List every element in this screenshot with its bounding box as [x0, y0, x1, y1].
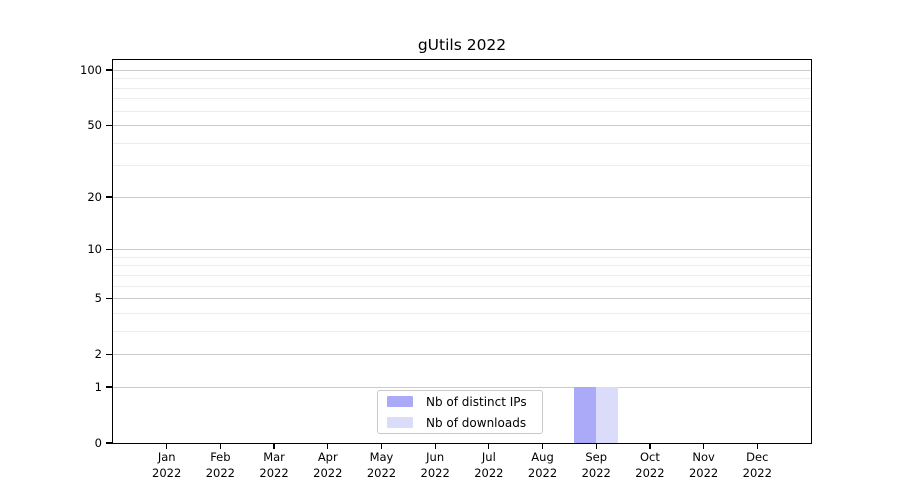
x-tick-label-month: Feb	[210, 450, 231, 464]
x-tick-label-month: Mar	[263, 450, 285, 464]
legend-label: Nb of distinct IPs	[426, 394, 527, 409]
y-gridline-minor	[113, 330, 811, 332]
x-tick-label-month: Dec	[746, 450, 769, 464]
legend-item-downloads: Nb of downloads	[378, 413, 542, 432]
y-gridline-minor	[113, 110, 811, 112]
x-tick-label: Dec 2022	[727, 450, 787, 481]
x-tick	[541, 443, 544, 449]
y-gridline-minor	[113, 78, 811, 80]
y-gridline-major	[113, 125, 811, 127]
x-tick-label-year: 2022	[259, 465, 289, 480]
y-tick	[106, 386, 113, 388]
x-tick	[595, 443, 597, 449]
x-tick	[756, 443, 758, 449]
x-tick-label: Mar 2022	[244, 450, 304, 481]
x-tick-label-month: May	[369, 450, 394, 464]
bar-downloads	[596, 386, 619, 443]
y-gridline-minor	[113, 256, 811, 258]
x-tick-label-month: Jul	[481, 450, 496, 464]
y-tick-label: 10	[87, 242, 102, 257]
x-tick	[166, 443, 168, 449]
legend-swatch-downloads	[387, 417, 413, 428]
y-gridline-minor	[113, 285, 811, 287]
x-tick	[488, 443, 490, 449]
y-gridline-major	[113, 196, 811, 198]
y-tick	[106, 69, 113, 71]
x-tick-label: May 2022	[351, 450, 411, 481]
x-tick-label-year: 2022	[581, 465, 611, 480]
legend-label: Nb of downloads	[426, 415, 527, 430]
plot-area: Nb of distinct IPs Nb of downloads	[112, 59, 812, 444]
x-tick	[434, 443, 436, 449]
y-tick-label: 1	[94, 379, 102, 394]
x-tick-label-month: Oct	[639, 450, 660, 464]
y-tick	[106, 124, 113, 126]
y-gridline-major	[113, 386, 811, 388]
gridlines-layer	[113, 60, 811, 443]
y-tick	[106, 353, 113, 355]
x-tick-label-year: 2022	[742, 465, 772, 480]
x-tick-label-month: Aug	[531, 450, 554, 464]
bars-layer	[113, 60, 811, 443]
x-tick-label: Jun 2022	[405, 450, 465, 481]
y-tick	[106, 248, 113, 250]
x-tick-label-month: Sep	[585, 450, 608, 464]
y-gridline-major	[113, 354, 811, 356]
x-tick-label-year: 2022	[527, 465, 558, 480]
y-tick	[106, 297, 113, 299]
y-tick-label: 2	[94, 347, 102, 362]
x-tick-label: Apr 2022	[298, 450, 358, 481]
y-gridline-minor	[113, 98, 811, 100]
x-tick-label: Jul 2022	[459, 450, 519, 481]
x-tick	[219, 443, 221, 449]
x-tick	[327, 443, 329, 449]
y-tick-label: 50	[87, 118, 102, 133]
y-tick-label: 0	[94, 436, 102, 450]
x-tick-label-month: Jun	[426, 450, 445, 464]
legend-swatch-distinct-ips	[387, 396, 413, 407]
x-tick	[649, 443, 651, 449]
x-tick-label-year: 2022	[420, 465, 450, 480]
x-tick-label-month: Apr	[317, 450, 338, 464]
y-gridline-minor	[113, 165, 811, 167]
x-tick-label-year: 2022	[635, 465, 665, 480]
x-tick	[703, 443, 705, 449]
y-gridline-minor	[113, 142, 811, 144]
x-tick-label-year: 2022	[152, 465, 182, 480]
y-tick	[106, 196, 113, 198]
x-tick-label: Nov 2022	[674, 450, 734, 481]
x-tick	[380, 443, 383, 449]
x-tick-label-month: Nov	[692, 450, 715, 464]
x-tick-label: Jan 2022	[137, 450, 197, 481]
chart-title: gUtils 2022	[417, 36, 507, 54]
x-tick-label-year: 2022	[474, 465, 504, 480]
x-tick-label: Sep 2022	[566, 450, 626, 481]
x-tick-label: Feb 2022	[190, 450, 250, 481]
y-tick-label: 5	[94, 291, 102, 306]
x-tick-label-year: 2022	[366, 465, 397, 480]
x-tick-label-month: Jan	[157, 450, 176, 464]
y-gridline-minor	[113, 265, 811, 267]
x-tick-label-year: 2022	[688, 465, 719, 480]
y-tick-label: 100	[80, 63, 102, 77]
y-tick-label: 20	[87, 189, 102, 204]
x-tick-label: Oct 2022	[620, 450, 680, 481]
y-gridline-major	[113, 298, 811, 300]
bar-distinct-ips	[574, 386, 597, 443]
x-tick-label-year: 2022	[205, 465, 236, 480]
y-gridline-minor	[113, 312, 811, 314]
x-tick-label-year: 2022	[313, 465, 343, 480]
y-gridline-minor	[113, 274, 811, 276]
legend: Nb of distinct IPs Nb of downloads	[377, 390, 543, 434]
legend-item-distinct-ips: Nb of distinct IPs	[378, 392, 542, 411]
y-gridline-minor	[113, 87, 811, 89]
x-tick-label: Aug 2022	[513, 450, 573, 481]
y-gridline-major	[113, 249, 811, 251]
y-tick	[106, 442, 113, 444]
x-tick	[273, 443, 275, 449]
y-gridline-major	[113, 70, 811, 71]
